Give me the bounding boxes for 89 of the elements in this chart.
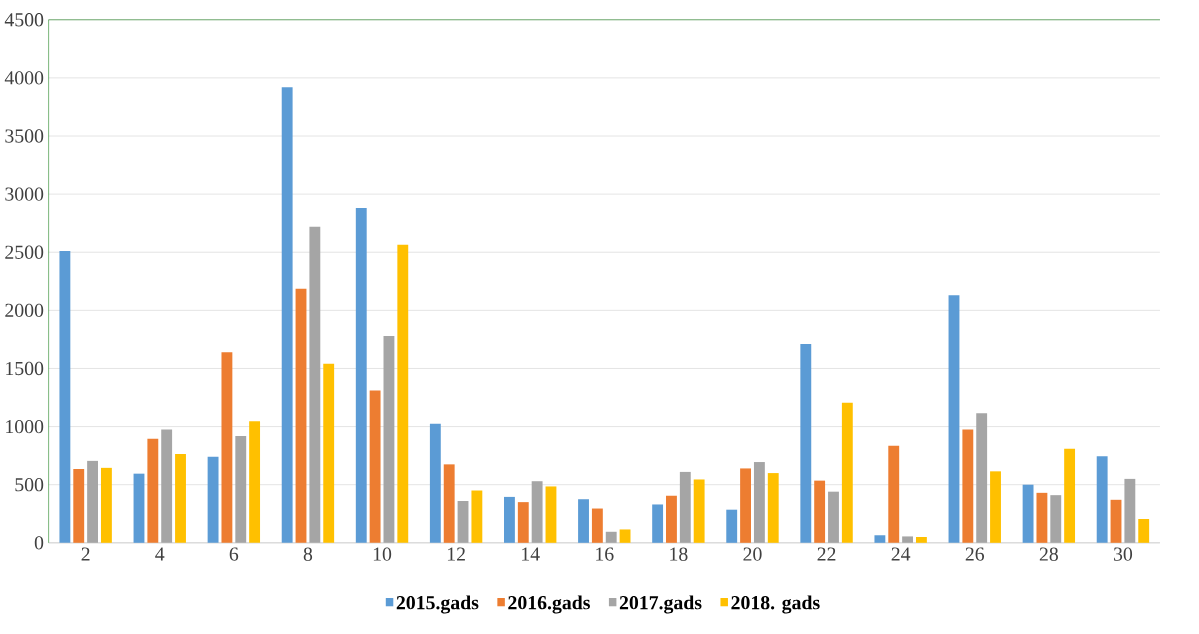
- y-tick-label: 0: [34, 536, 44, 550]
- bar: [545, 486, 557, 543]
- bar: [990, 471, 1001, 543]
- bar: [591, 508, 603, 543]
- bar: [309, 226, 321, 543]
- y-tick-label: 2000: [5, 303, 44, 318]
- bar: [281, 87, 293, 543]
- bar: [740, 468, 751, 543]
- legend-label: 2015.gads: [396, 595, 479, 614]
- x-tick-label: 2: [81, 547, 90, 561]
- x-tick-label: 18: [670, 547, 688, 561]
- bar: [888, 445, 900, 543]
- x-tick-label: 22: [817, 547, 836, 561]
- bar: [652, 504, 664, 543]
- x-tick-label: 8: [303, 547, 313, 561]
- bar: [207, 456, 219, 543]
- x-tick-label: 30: [1113, 547, 1133, 561]
- bar: [679, 472, 691, 543]
- bar: [471, 490, 483, 543]
- bar: [874, 535, 886, 543]
- bar: [517, 502, 529, 543]
- bar: [1050, 495, 1062, 543]
- bar: [902, 536, 914, 543]
- legend-label: 2017.gads: [619, 595, 702, 614]
- y-tick-label: 4500: [4, 13, 44, 27]
- x-tick-label: 24: [891, 547, 911, 561]
- x-tick-label: 10: [373, 547, 392, 561]
- x-tick-label: 4: [155, 547, 165, 561]
- bar: [605, 531, 617, 543]
- y-tick-label: 3000: [5, 187, 44, 201]
- bar: [235, 435, 247, 543]
- bar: [1110, 499, 1122, 543]
- bar: [666, 495, 677, 543]
- bar: [1022, 484, 1034, 543]
- x-tick-label: 26: [965, 547, 985, 561]
- bar: [397, 244, 409, 543]
- bar: [1096, 456, 1108, 543]
- bar: [73, 469, 85, 543]
- bar: [767, 473, 779, 543]
- bar: [249, 421, 261, 543]
- bar: [828, 491, 839, 543]
- bar: [161, 429, 173, 543]
- bar: [693, 479, 705, 543]
- bar: [87, 460, 99, 543]
- x-tick-label: 28: [1039, 547, 1058, 561]
- y-tick-label: 4000: [4, 71, 44, 85]
- bar: [457, 501, 469, 543]
- bar: [429, 423, 441, 543]
- bar: [1036, 492, 1048, 543]
- bar: [619, 529, 631, 543]
- bar: [355, 208, 367, 543]
- x-tick-label: 14: [522, 547, 540, 561]
- bar: [133, 473, 145, 543]
- y-tick-label: 500: [15, 478, 44, 492]
- bar: [295, 288, 307, 543]
- bar: [800, 344, 812, 543]
- bar: [443, 464, 455, 543]
- bar: [948, 295, 960, 543]
- legend-label: 2018. gads: [731, 595, 820, 614]
- bar: [323, 363, 335, 543]
- x-tick-label: 6: [229, 547, 239, 561]
- bar: [1064, 448, 1076, 543]
- bar: [1124, 479, 1136, 543]
- bar: [841, 402, 853, 543]
- legend-label: 2016.gads: [508, 595, 590, 614]
- x-tick-label: 20: [743, 547, 762, 561]
- bar: [147, 438, 159, 543]
- x-tick-label: 16: [596, 547, 614, 561]
- bar: [383, 336, 395, 543]
- bar: [59, 251, 71, 543]
- bar: [726, 509, 738, 543]
- y-tick-label: 2500: [5, 245, 44, 260]
- bar: [504, 497, 515, 543]
- bar: [1138, 519, 1150, 543]
- bar: [578, 499, 589, 543]
- bar: [915, 537, 927, 543]
- bar: [369, 390, 381, 543]
- y-tick-label: 1500: [6, 361, 44, 376]
- bar: [221, 352, 233, 543]
- y-tick-label: 3500: [5, 129, 44, 143]
- bar: [175, 454, 186, 543]
- y-tick-label: 1000: [6, 420, 44, 434]
- bar: [753, 462, 765, 543]
- bar: [814, 480, 826, 543]
- bar: [962, 429, 974, 543]
- bar: [976, 413, 988, 543]
- x-tick-label: 12: [447, 547, 465, 561]
- bar: [100, 467, 112, 543]
- bar: [531, 481, 543, 543]
